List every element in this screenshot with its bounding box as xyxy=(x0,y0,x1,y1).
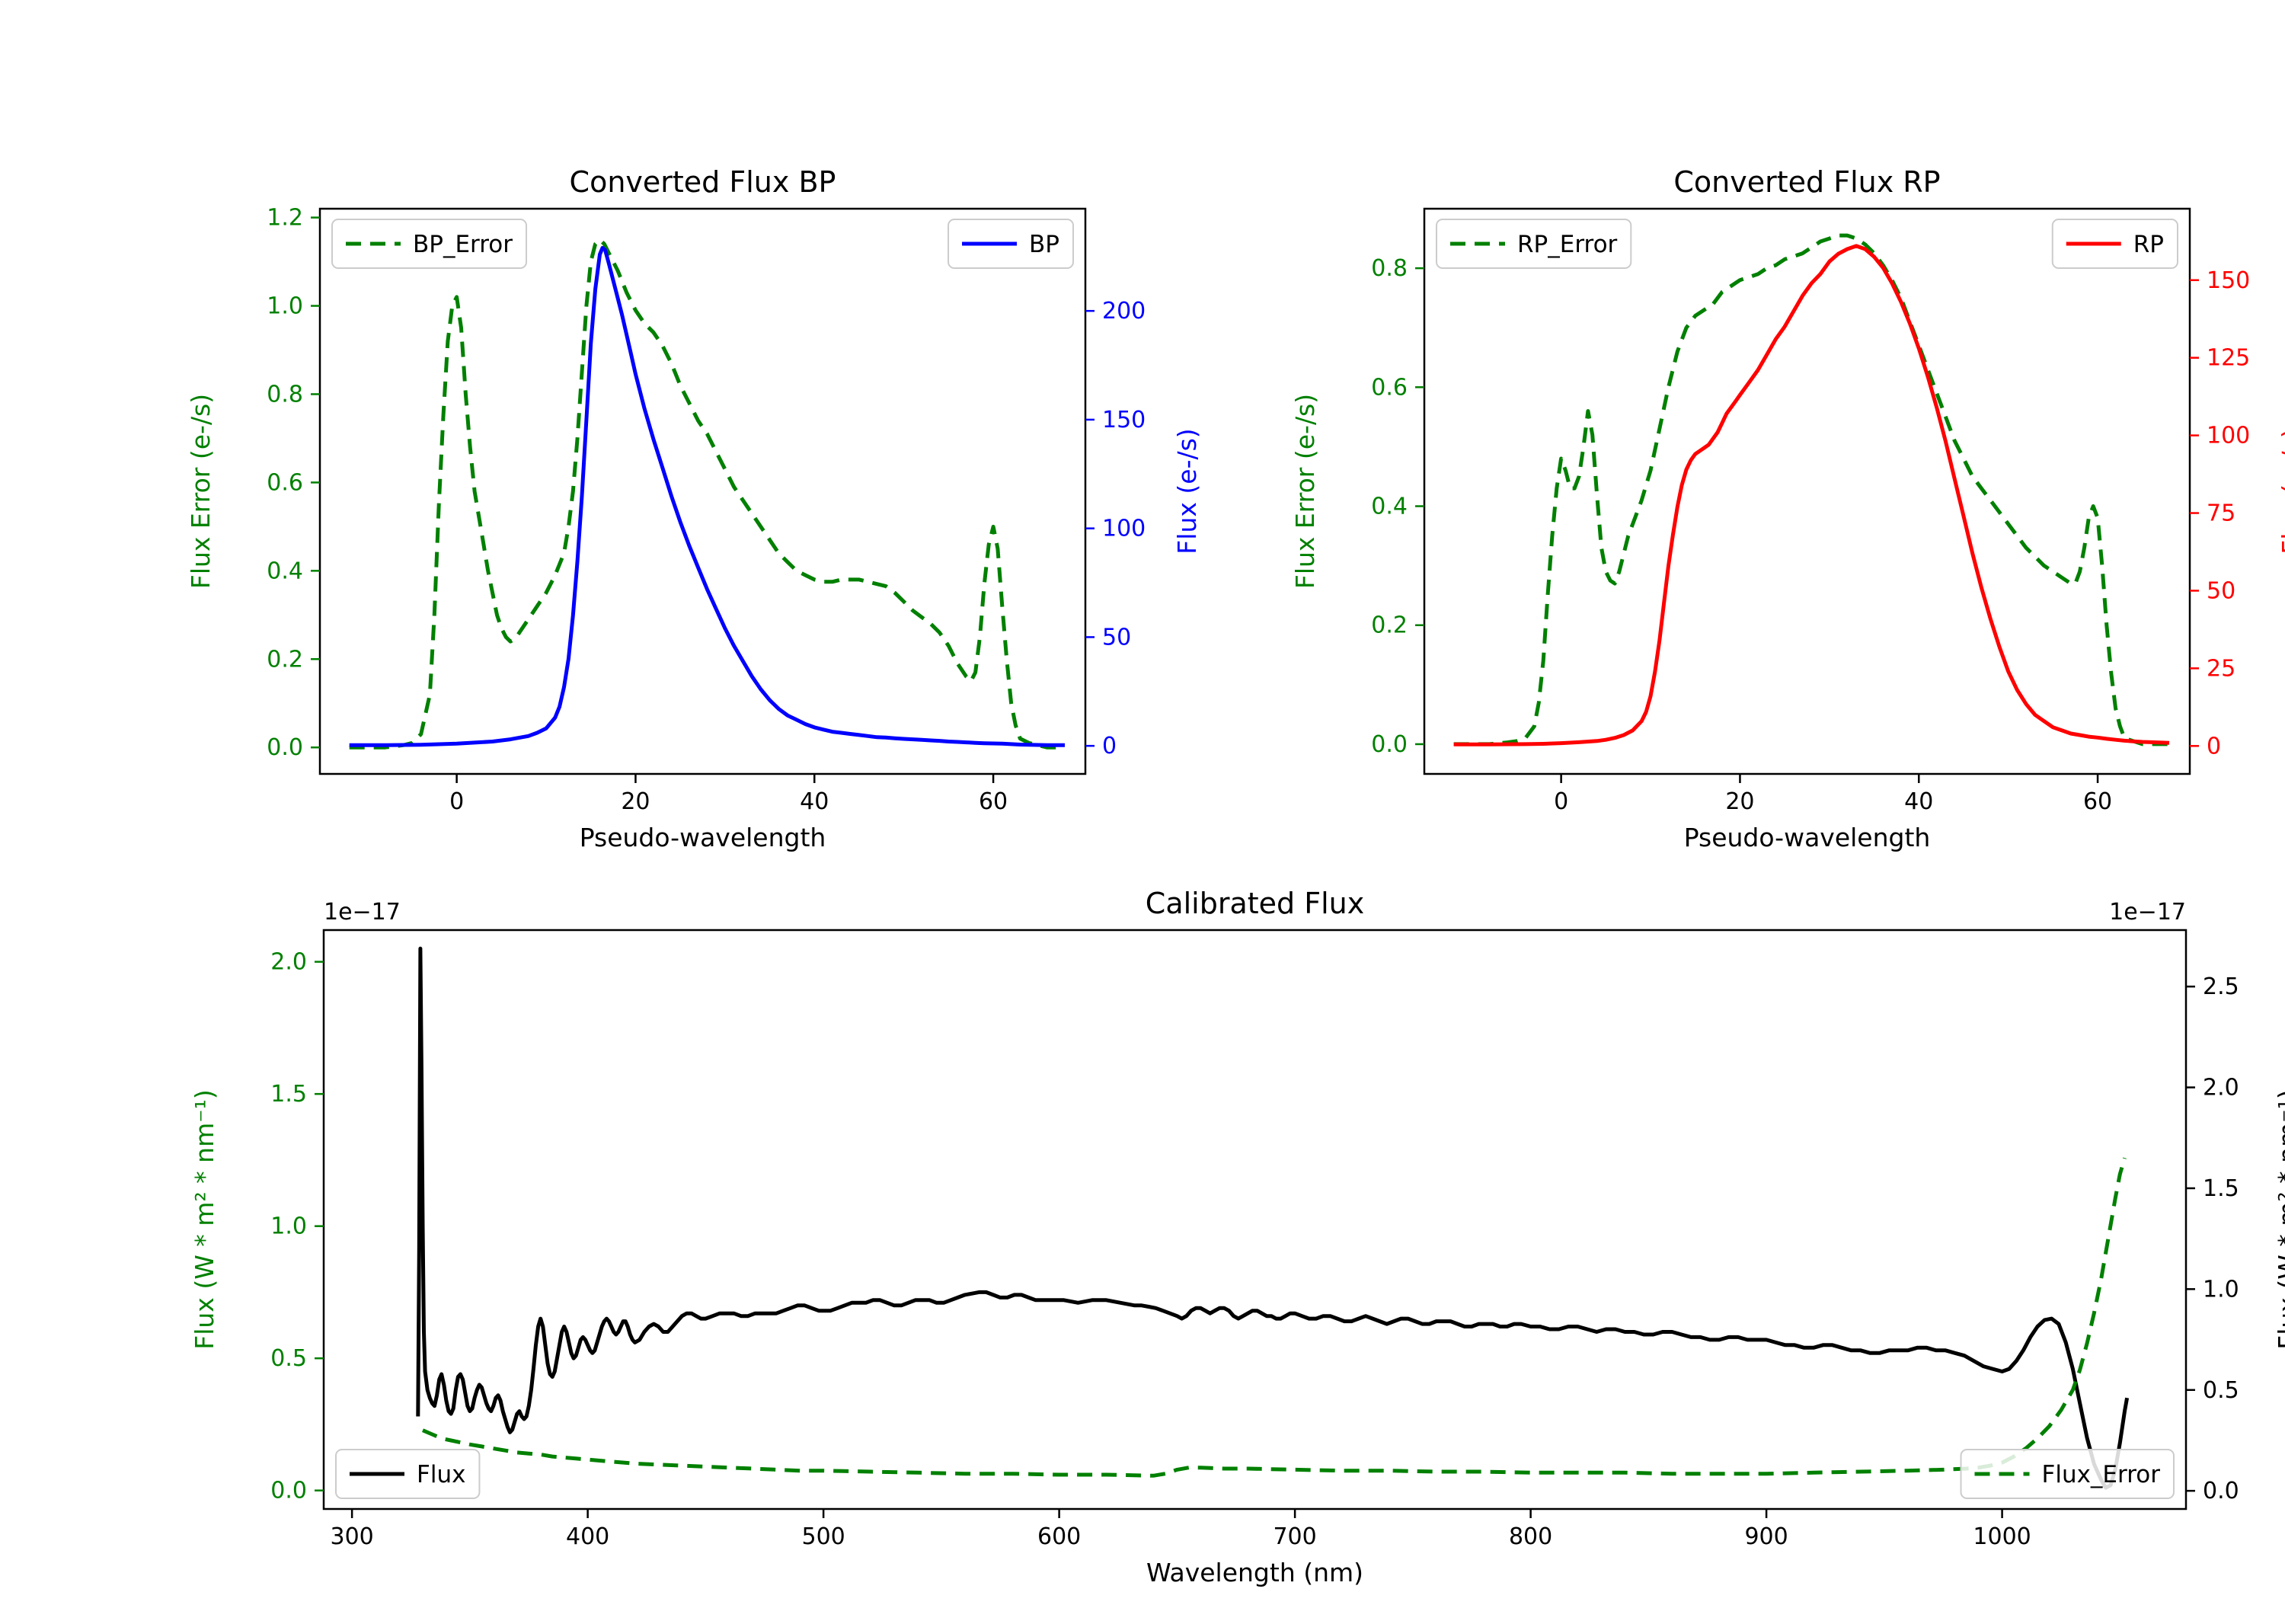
rp-legend-RP: RP xyxy=(2051,219,2178,269)
rp-left-tick-label: 0.2 xyxy=(1371,612,1408,639)
bp-legend-BP_Error: BP_Error xyxy=(331,219,528,269)
bp-chart: 0 20 40 60 0.0 0.2 0.4 0.6 0.8 1.0 1.2 Flux Error (… xyxy=(186,165,1202,852)
rp-right-tick-label: 0 xyxy=(2207,733,2221,759)
bp-left-tick-label: 1.2 xyxy=(267,205,303,232)
rp-axes-box xyxy=(1423,207,2191,775)
calibrated-x-tick-label: 1000 xyxy=(1973,1523,2031,1550)
legend-label: RP xyxy=(2133,231,2164,258)
rp-chart: 0 20 40 60 0.0 0.2 0.4 0.6 0.8 Flux Error (e-/s) 0… xyxy=(1290,165,2285,852)
bp-x-tick-label: 20 xyxy=(621,788,650,815)
bp-left-tick-label: 0.0 xyxy=(267,734,303,761)
calibrated-legend-Flux_Error: Flux_Error xyxy=(1960,1449,2175,1499)
calibrated-left-tick-label: 0.0 xyxy=(270,1478,307,1504)
calibrated-x-tick-label: 600 xyxy=(1037,1523,1081,1550)
calibrated-x-tick-label: 700 xyxy=(1273,1523,1316,1550)
calibrated-left-tick-label: 2.0 xyxy=(270,949,307,976)
bp-axes-box xyxy=(318,207,1087,775)
calibrated-right-axis-label: Flux (W * m² * nm⁻¹) xyxy=(2273,1089,2285,1350)
rp-xlabel: Pseudo-wavelength xyxy=(1684,823,1931,852)
bp-right-tick-label: 100 xyxy=(1102,516,1146,542)
bp-series-BP xyxy=(349,245,1065,747)
bp-legend-BP: BP xyxy=(948,219,1074,269)
legend-label: BP xyxy=(1029,231,1059,258)
legend-label: BP_Error xyxy=(413,231,513,258)
calibrated-legend-Flux: Flux xyxy=(335,1449,481,1499)
legend-box xyxy=(1436,219,1632,269)
calibrated-xlabel: Wavelength (nm) xyxy=(1146,1558,1363,1587)
legend-label: Flux_Error xyxy=(2042,1461,2161,1488)
calibrated-right-tick-label: 2.5 xyxy=(2203,973,2239,1000)
legend-label: Flux xyxy=(417,1461,465,1488)
rp-x-tick-label: 20 xyxy=(1725,788,1754,815)
bp-title: Converted Flux BP xyxy=(570,165,836,199)
calibrated-left-tick-label: 1.0 xyxy=(270,1213,307,1240)
calibrated-x-tick-label: 900 xyxy=(1744,1523,1788,1550)
calibrated-left-axis-label: Flux (W * m² * nm⁻¹) xyxy=(190,1089,219,1350)
calibrated-series-Flux xyxy=(416,946,2130,1490)
bp-right-tick-label: 0 xyxy=(1102,733,1117,759)
rp-right-tick-label: 125 xyxy=(2207,345,2250,372)
calibrated-x-tick-label: 300 xyxy=(331,1523,374,1550)
legend-box xyxy=(335,1449,481,1499)
calibrated-right-offset-text: 1e−17 xyxy=(2109,899,2186,925)
bp-plot-area xyxy=(349,238,1065,750)
rp-right-tick-label: 150 xyxy=(2207,267,2250,294)
calibrated-right-tick-label: 0.5 xyxy=(2203,1377,2239,1404)
rp-right-tick-label: 50 xyxy=(2207,577,2235,604)
bp-left-tick-label: 0.6 xyxy=(267,469,303,496)
legend-label: RP_Error xyxy=(1517,231,1618,258)
rp-x-tick-label: 60 xyxy=(2083,788,2112,815)
bp-left-tick-label: 0.2 xyxy=(267,646,303,673)
rp-legend-RP_Error: RP_Error xyxy=(1436,219,1632,269)
legend-box xyxy=(331,219,528,269)
calibrated-plot-area xyxy=(416,946,2130,1490)
calibrated-x-tick-label: 500 xyxy=(801,1523,845,1550)
bp-left-axis-label: Flux Error (e-/s) xyxy=(186,394,216,589)
bp-left-tick-label: 0.4 xyxy=(267,558,303,584)
rp-right-tick-label: 75 xyxy=(2207,500,2235,527)
rp-series-RP xyxy=(1453,244,2170,746)
calibrated-right-tick-label: 1.0 xyxy=(2203,1276,2239,1303)
calibrated-right-tick-label: 0.0 xyxy=(2203,1478,2239,1504)
calibrated-right-tick-label: 1.5 xyxy=(2203,1175,2239,1202)
charts-svg: 0 20 40 60 0.0 0.2 0.4 0.6 0.8 1.0 1.2 Flux Error (… xyxy=(186,165,2285,1587)
rp-left-tick-label: 0.4 xyxy=(1371,494,1408,520)
bp-right-tick-label: 200 xyxy=(1102,298,1146,324)
calibrated-left-tick-label: 1.5 xyxy=(270,1081,307,1108)
legend-box xyxy=(1960,1449,2175,1499)
figure-canvas: 0 20 40 60 0.0 0.2 0.4 0.6 0.8 1.0 1.2 Flux Error (… xyxy=(30,12,2285,1612)
bp-right-axis-label: Flux (e-/s) xyxy=(1172,428,1202,554)
calibrated-series-Flux_Error xyxy=(422,1157,2127,1478)
calibrated-axes-box xyxy=(322,929,2188,1511)
rp-left-tick-label: 0.8 xyxy=(1371,255,1408,282)
rp-right-tick-label: 100 xyxy=(2207,423,2250,449)
rp-title: Converted Flux RP xyxy=(1673,165,1940,199)
bp-x-tick-label: 40 xyxy=(800,788,829,815)
rp-plot-area xyxy=(1453,233,2170,746)
bp-xlabel: Pseudo-wavelength xyxy=(580,823,826,852)
calibrated-chart: 300 400 500 600 700 800 900 1000 0.0 0.5 1.0 1.5 2.0… xyxy=(190,887,2285,1587)
rp-left-tick-label: 0.0 xyxy=(1371,731,1408,758)
bp-right-tick-label: 50 xyxy=(1102,624,1131,651)
rp-left-axis-label: Flux Error (e-/s) xyxy=(1290,394,1320,589)
bp-x-tick-label: 60 xyxy=(979,788,1008,815)
rp-x-tick-label: 0 xyxy=(1554,788,1568,815)
bp-series-BP_Error xyxy=(349,238,1065,750)
bp-left-tick-label: 0.8 xyxy=(267,381,303,408)
rp-left-tick-label: 0.6 xyxy=(1371,374,1408,401)
bp-left-tick-label: 1.0 xyxy=(267,293,303,320)
bp-right-tick-label: 150 xyxy=(1102,407,1146,433)
calibrated-x-tick-label: 400 xyxy=(566,1523,609,1550)
calibrated-left-tick-label: 0.5 xyxy=(270,1345,307,1372)
rp-right-tick-label: 25 xyxy=(2207,655,2235,682)
rp-x-tick-label: 40 xyxy=(1904,788,1933,815)
calibrated-x-tick-label: 800 xyxy=(1509,1523,1552,1550)
calibrated-title: Calibrated Flux xyxy=(1146,887,1364,920)
calibrated-right-tick-label: 2.0 xyxy=(2203,1075,2239,1101)
bp-x-tick-label: 0 xyxy=(449,788,464,815)
rp-right-axis-label: Flux (e-/s) xyxy=(2277,428,2285,554)
calibrated-left-offset-text: 1e−17 xyxy=(324,899,401,925)
rp-series-RP_Error xyxy=(1453,233,2169,746)
